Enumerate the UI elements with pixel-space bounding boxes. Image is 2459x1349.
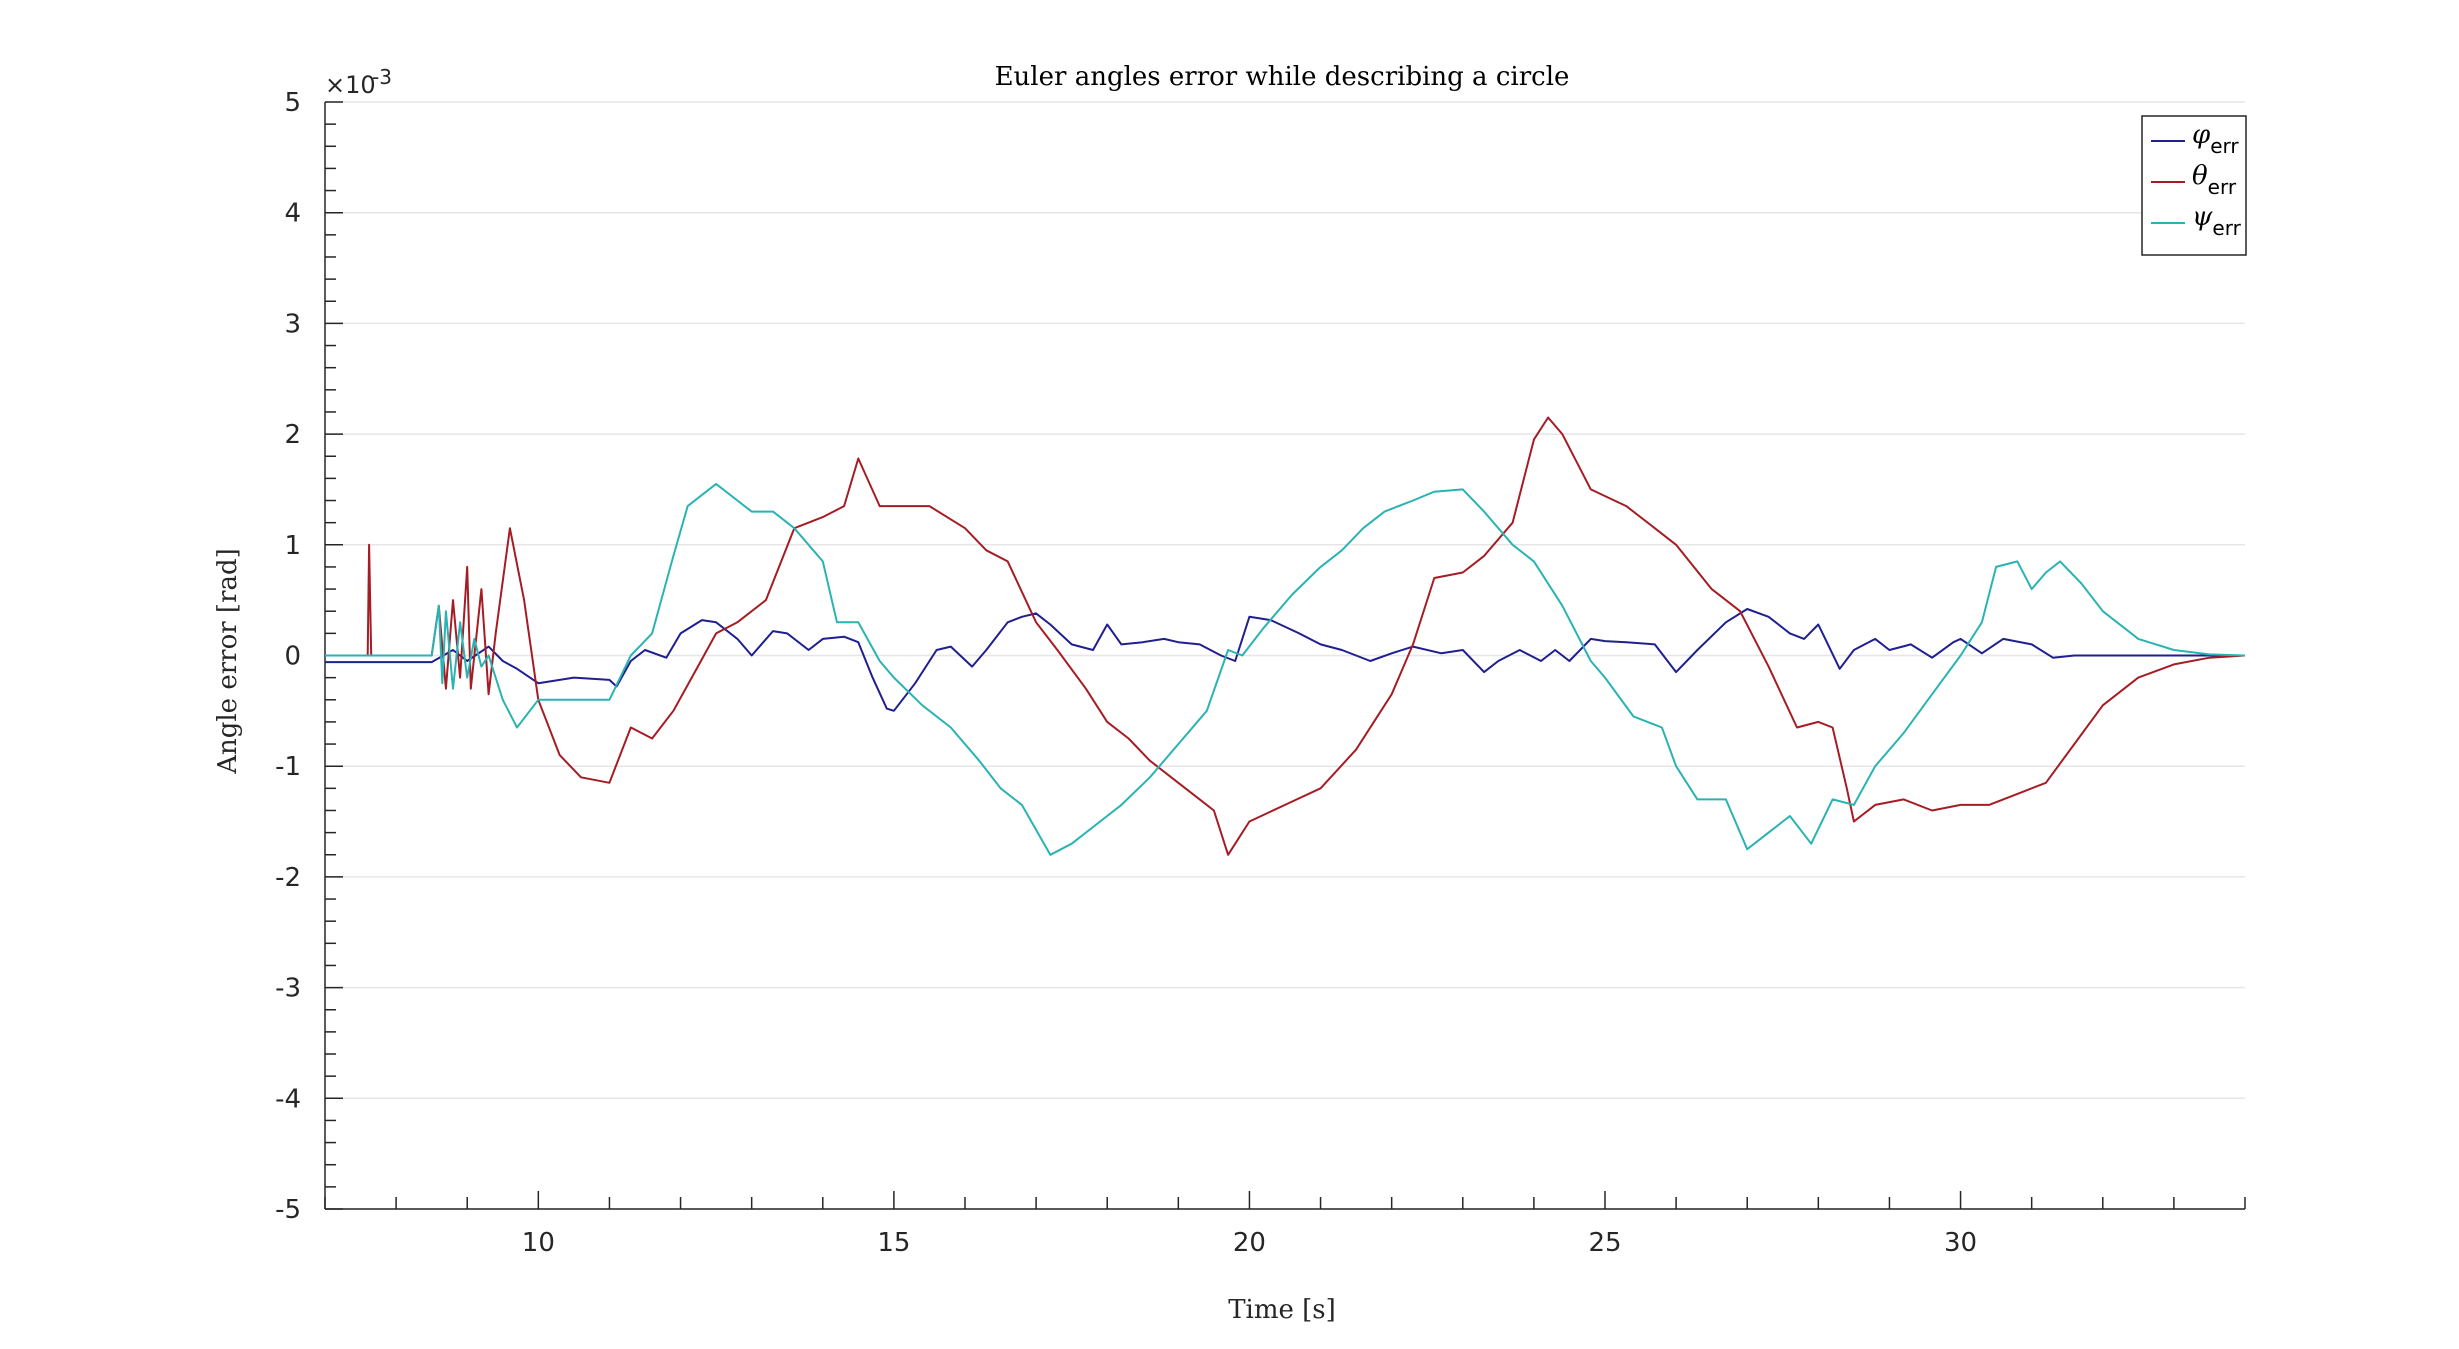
- series-line-theta: [325, 416, 2246, 856]
- legend-label-theta: θerr: [2192, 161, 2237, 199]
- x-tick-label: 30: [1944, 1228, 1977, 1258]
- y-tick-label: 0: [284, 642, 301, 672]
- legend-label-phi: φerr: [2192, 120, 2239, 158]
- series-lines: [325, 416, 2246, 856]
- y-tick-label: -5: [275, 1195, 301, 1225]
- axes: -5 -4 -3 -2 -1 0 1 2 3 4 5 10 15 20 25 30: [275, 88, 2246, 1258]
- y-tick-label: 3: [284, 309, 301, 339]
- x-tick-label: 15: [877, 1228, 910, 1258]
- y-tick-label: 5: [284, 88, 301, 118]
- x-axis-label: Time [s]: [1228, 1295, 1336, 1325]
- x-tick-label: 25: [1588, 1228, 1621, 1258]
- y-tick-label: 4: [284, 199, 301, 229]
- legend-box: [2141, 115, 2247, 256]
- y-tick-label: -2: [275, 863, 301, 893]
- chart-title: Euler angles error while describing a ci…: [995, 62, 1570, 92]
- grid-lines: [325, 101, 2245, 1210]
- x-tick-label: 10: [522, 1228, 555, 1258]
- y-tick-label: -3: [275, 974, 301, 1004]
- y-tick-label: -4: [275, 1084, 301, 1114]
- y-axis-label: Angle error [rad]: [213, 548, 243, 775]
- series-line-psi: [325, 482, 2246, 856]
- y-exponent-base: ×10: [325, 71, 376, 99]
- y-tick-label: 1: [284, 531, 301, 561]
- y-exponent: ×10 -3: [325, 65, 392, 99]
- series-line-phi: [325, 608, 2245, 712]
- y-tick-label: 2: [284, 420, 301, 450]
- y-tick-label: -1: [275, 752, 301, 782]
- y-exponent-power: -3: [372, 65, 392, 89]
- x-tick-label: 20: [1233, 1228, 1266, 1258]
- legend-label-psi: ψerr: [2192, 202, 2242, 240]
